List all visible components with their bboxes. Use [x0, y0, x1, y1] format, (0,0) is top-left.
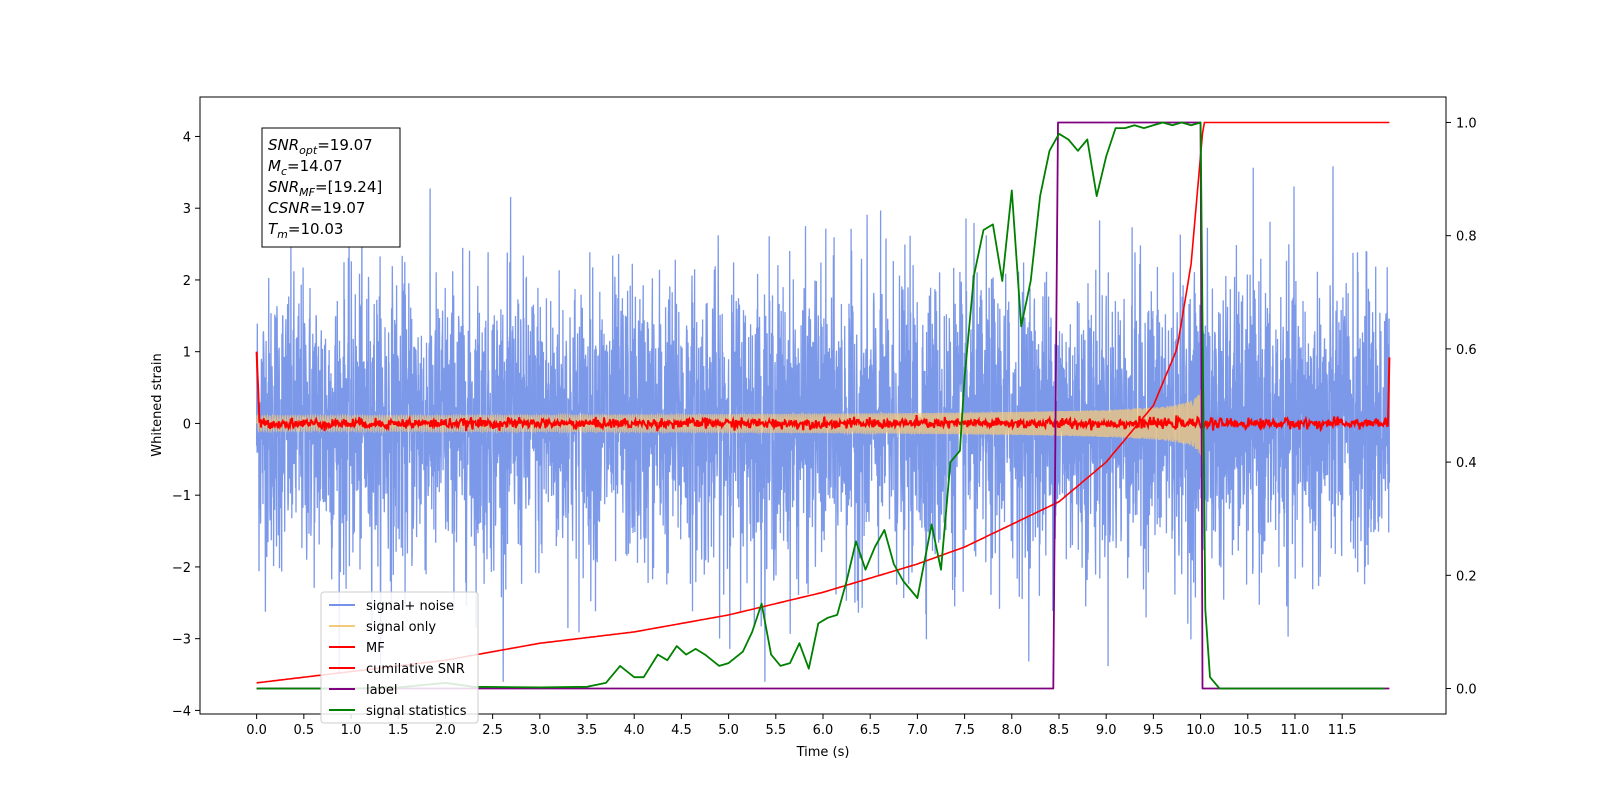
- x-tick-label: 9.0: [1096, 723, 1117, 738]
- annotation-value: =19.07: [310, 199, 366, 217]
- y-tick-label: −2: [172, 561, 191, 576]
- annotation-symbol: T: [268, 220, 279, 238]
- y-axis-label: Whitened strain: [150, 353, 165, 456]
- x-tick-label: 8.5: [1049, 723, 1070, 738]
- y-tick-label: 2: [183, 274, 191, 289]
- legend-entry: signal+ noise: [366, 599, 454, 614]
- annotation-subscript: c: [281, 165, 287, 178]
- x-tick-label: 1.0: [341, 723, 362, 738]
- annotation-line: Mc=14.07: [268, 157, 343, 178]
- x-tick-label: 9.5: [1143, 723, 1164, 738]
- y2-tick-label: 0.0: [1456, 683, 1477, 698]
- x-tick-label: 4.5: [671, 723, 692, 738]
- annotation-box: SNRopt=19.07Mc=14.07SNRMF=[19.24]CSNR=19…: [261, 127, 401, 248]
- legend-entry: signal statistics: [366, 704, 467, 719]
- annotation-subscript: m: [277, 228, 288, 241]
- x-tick-label: 6.5: [860, 723, 881, 738]
- x-tick-label: 6.0: [813, 723, 834, 738]
- annotation-symbol: M: [268, 157, 281, 175]
- legend: signal+ noise signal only MF cumilative SNR…: [320, 591, 479, 724]
- annotation-value: =[19.24]: [315, 178, 382, 196]
- annotation-subscript: opt: [299, 144, 318, 157]
- x-tick-label: 7.5: [954, 723, 975, 738]
- annotation-symbol: SNR: [268, 136, 299, 154]
- x-tick-label: 0.5: [293, 723, 314, 738]
- y-tick-label: −4: [172, 704, 191, 719]
- series-mf: [255, 351, 1391, 433]
- y-tick-label: 3: [183, 202, 191, 217]
- annotation-line: Tm=10.03: [268, 220, 343, 241]
- annotation-value: =19.07: [317, 136, 373, 154]
- annotation-line: SNRopt=19.07: [268, 136, 373, 157]
- x-tick-label: 3.0: [529, 723, 550, 738]
- x-ticks: 0.0 0.5 1.0 1.5 2.0 2.5 3.0 3.5 4.0 4.5 5.0 5.5 6.0 6…: [246, 714, 1357, 738]
- x-tick-label: 2.5: [482, 723, 503, 738]
- y-tick-label: −1: [172, 489, 191, 504]
- x-tick-label: 11.0: [1280, 723, 1309, 738]
- y2-tick-label: 0.4: [1456, 456, 1477, 471]
- y-tick-label: 1: [183, 346, 191, 361]
- annotation-symbol: CSNR: [268, 199, 310, 217]
- legend-entry: cumilative SNR: [366, 662, 465, 677]
- annotation-line: SNRMF=[19.24]: [268, 178, 382, 199]
- x-tick-label: 3.5: [577, 723, 598, 738]
- legend-entry: MF: [366, 641, 385, 656]
- annotation-subscript: MF: [299, 186, 315, 199]
- series-signal-only: [256, 367, 1204, 464]
- annotation-value: =14.07: [287, 157, 343, 175]
- y2-ticks: 1.0 0.8 0.6 0.4 0.2 0.0: [1446, 116, 1477, 698]
- y2-tick-label: 0.8: [1456, 230, 1477, 245]
- series-signal-statistics: [256, 121, 1385, 690]
- annotation-value: =10.03: [288, 220, 344, 238]
- x-tick-label: 5.0: [718, 723, 739, 738]
- x-tick-label: 5.5: [765, 723, 786, 738]
- legend-entry: signal only: [366, 620, 436, 635]
- x-tick-label: 0.0: [246, 723, 267, 738]
- annotation-line: CSNR=19.07: [268, 199, 365, 217]
- x-tick-label: 11.5: [1328, 723, 1357, 738]
- y2-tick-label: 1.0: [1456, 116, 1477, 131]
- y-ticks: 4 3 2 1 0 −1 −2 −3 −4: [172, 130, 200, 719]
- annotation-symbol: SNR: [268, 178, 299, 196]
- y2-tick-label: 0.6: [1456, 343, 1477, 358]
- x-tick-label: 4.0: [624, 723, 645, 738]
- y-tick-label: 4: [183, 130, 191, 145]
- x-tick-label: 10.5: [1233, 723, 1262, 738]
- x-tick-label: 1.5: [388, 723, 409, 738]
- x-tick-label: 7.0: [907, 723, 928, 738]
- x-axis-label: Time (s): [796, 745, 850, 760]
- x-tick-label: 8.0: [1001, 723, 1022, 738]
- y2-tick-label: 0.2: [1456, 569, 1477, 584]
- legend-entry: label: [366, 683, 397, 698]
- y-tick-label: −3: [172, 633, 191, 648]
- x-tick-label: 2.0: [435, 723, 456, 738]
- y-tick-label: 0: [183, 417, 191, 432]
- x-tick-label: 10.0: [1186, 723, 1215, 738]
